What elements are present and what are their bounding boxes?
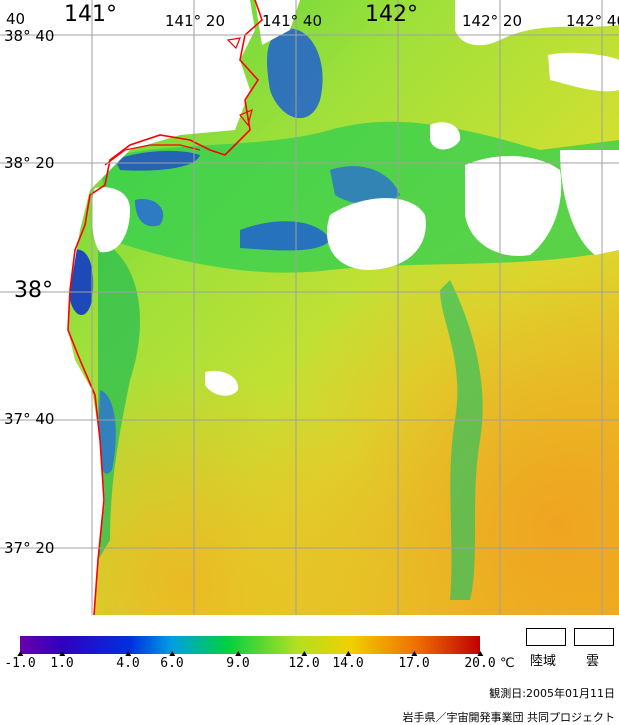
lon-label: 142° 20 [462, 12, 522, 30]
sea-surface-temperature-map [0, 0, 619, 615]
legend-tick: 6.0 [160, 651, 184, 671]
cloud-areas [0, 0, 619, 615]
legend-tick: 1.0 [50, 651, 74, 671]
lat-label: 38° 40 [4, 27, 55, 45]
lat-label: 37° 20 [4, 539, 55, 557]
graticule [0, 0, 619, 615]
temperature-color-scale [20, 636, 480, 654]
corner-label: 40 [6, 10, 26, 28]
legend-tick: 17.0 [398, 651, 430, 671]
cloud-swatch [574, 628, 614, 646]
cloud-label: 雲 [586, 654, 600, 669]
cold-water-patch [267, 28, 323, 119]
credit-text: 岩手県／宇宙開発事業団 共同プロジェクト [402, 711, 616, 724]
land-swatch [526, 628, 566, 646]
legend-tick: 20.0 [464, 651, 496, 671]
temperature-unit: ℃ [500, 656, 515, 671]
legend-tick: 12.0 [288, 651, 320, 671]
lon-label: 142° [365, 2, 418, 27]
legend-tick: 14.0 [332, 651, 364, 671]
lon-label: 141° 40 [262, 12, 322, 30]
lon-label: 142° 40 [566, 12, 619, 30]
lat-label: 38° [14, 278, 53, 303]
legend-tick: 4.0 [116, 651, 140, 671]
cool-water-band [440, 280, 483, 600]
observation-date: 観測日:2005年01月11日 [489, 687, 615, 700]
lat-label: 37° 40 [4, 410, 55, 428]
lat-label: 38° 20 [4, 154, 55, 172]
legend-tick: -1.0 [4, 651, 36, 671]
legend-tick: 9.0 [226, 651, 250, 671]
land-label: 陸域 [530, 654, 557, 669]
lon-label: 141° [64, 2, 117, 27]
lon-label: 141° 20 [165, 12, 225, 30]
